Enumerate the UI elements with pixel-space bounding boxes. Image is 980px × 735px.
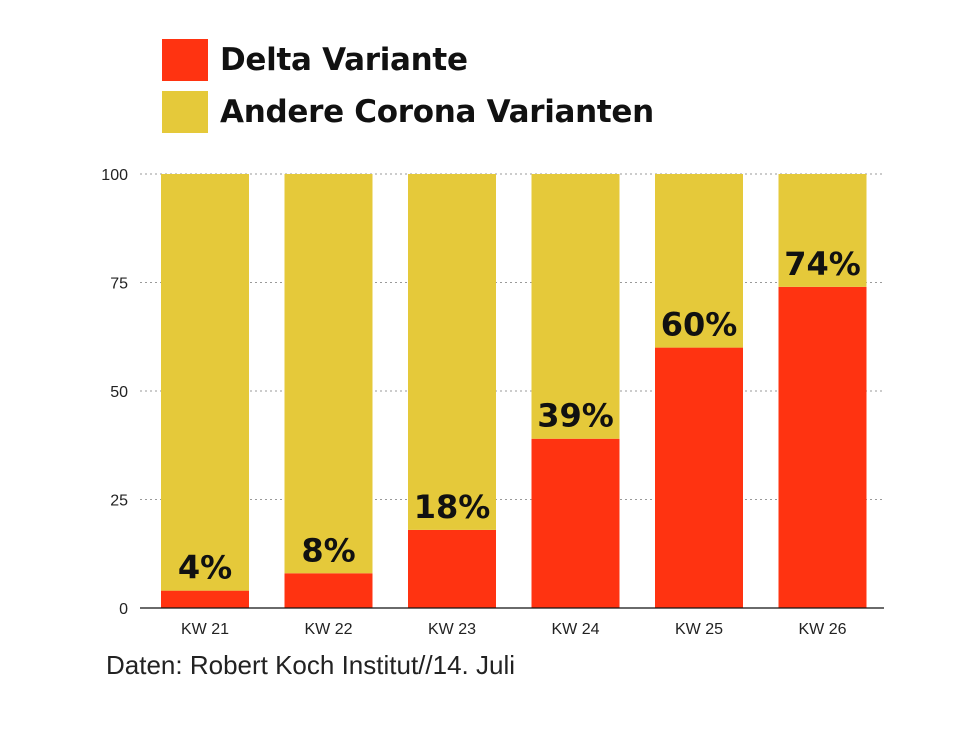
legend-swatch-other — [162, 91, 208, 133]
legend-item-other: Andere Corona Varianten — [162, 90, 654, 134]
y-tick-label: 50 — [110, 384, 128, 401]
bar-delta — [778, 286, 867, 608]
bar-delta — [531, 438, 620, 608]
bar-other — [161, 174, 249, 591]
x-tick-label: KW 26 — [798, 621, 846, 638]
y-tick-label: 75 — [110, 276, 128, 293]
bar-delta — [284, 573, 373, 608]
y-tick-label: 0 — [119, 601, 128, 618]
x-tick-label: KW 24 — [551, 621, 599, 638]
data-label: 8% — [301, 531, 355, 569]
bar-other — [531, 174, 620, 439]
legend-item-delta: Delta Variante — [162, 38, 654, 82]
bar-other — [655, 174, 743, 348]
data-label: 74% — [784, 245, 861, 283]
data-label: 60% — [661, 306, 738, 344]
legend-label-other: Andere Corona Varianten — [220, 94, 654, 130]
bar-other — [778, 174, 867, 287]
x-tick-label: KW 25 — [675, 621, 723, 638]
source-note: Daten: Robert Koch Institut//14. Juli — [106, 650, 515, 680]
y-tick-label: 100 — [101, 167, 128, 184]
bar-other — [408, 174, 496, 530]
bar-delta — [408, 529, 496, 608]
x-tick-label: KW 22 — [304, 621, 352, 638]
x-tick-label: KW 21 — [181, 621, 229, 638]
legend-swatch-delta — [162, 39, 208, 81]
x-tick-label: KW 23 — [428, 621, 476, 638]
y-tick-label: 25 — [110, 493, 128, 510]
data-label: 4% — [178, 549, 232, 587]
bar-other — [284, 174, 373, 574]
legend: Delta Variante Andere Corona Varianten — [162, 38, 654, 142]
data-label: 18% — [414, 488, 491, 526]
legend-label-delta: Delta Variante — [220, 42, 468, 78]
data-label: 39% — [537, 397, 614, 435]
bar-delta — [161, 590, 249, 608]
bar-delta — [655, 347, 743, 608]
